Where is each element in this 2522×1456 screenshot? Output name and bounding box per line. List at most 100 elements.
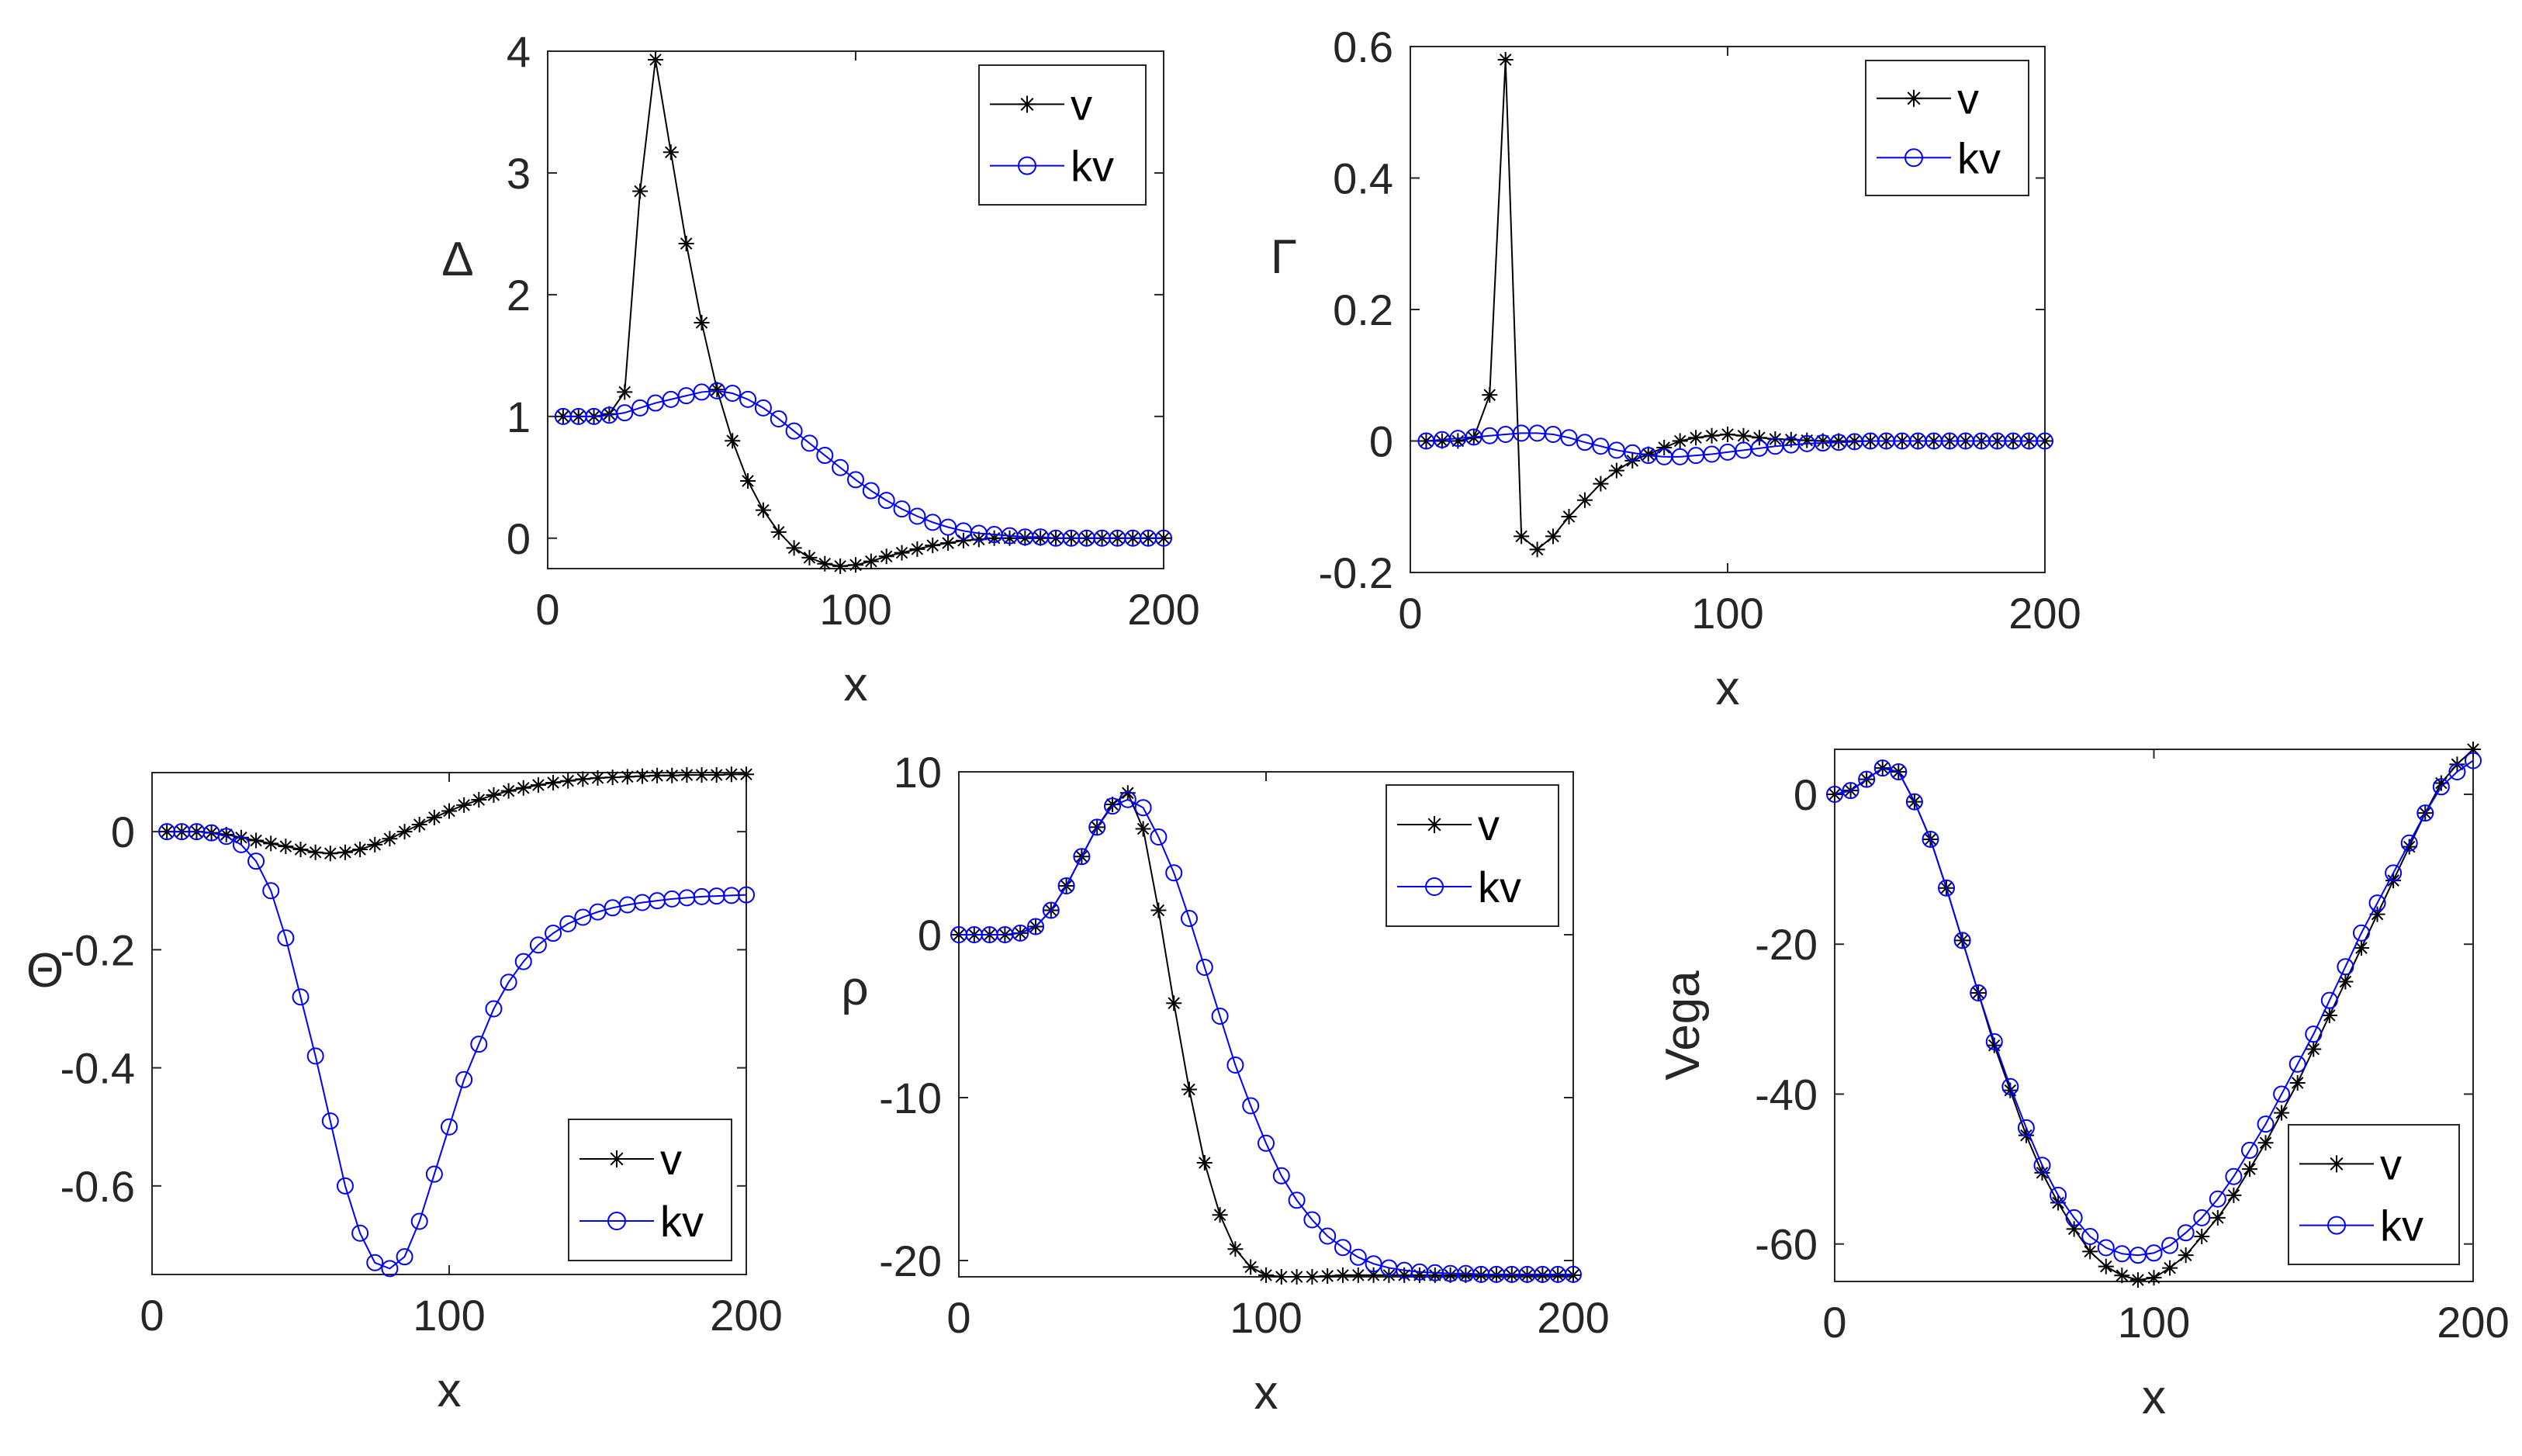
data-point-star xyxy=(647,51,663,67)
x-axis-label: x xyxy=(1254,1366,1278,1420)
data-point-circle xyxy=(2257,1115,2275,1133)
x-tick-label: 100 xyxy=(1691,589,1763,638)
x-axis-label: x xyxy=(1716,662,1740,715)
data-point-star xyxy=(2002,1082,2019,1098)
data-point-star xyxy=(2162,1260,2178,1276)
data-point-circle xyxy=(1938,879,1956,897)
subplot-theta: 0 100 200 -0.6 -0.4 -0.2 0 x Θv kv xyxy=(26,766,783,1417)
legend: v kv xyxy=(568,1119,732,1261)
data-point-star xyxy=(878,548,894,565)
x-tick-label: 0 xyxy=(140,1291,164,1340)
data-point-circle xyxy=(1826,785,1843,803)
data-point-circle xyxy=(2033,1157,2051,1174)
data-point-circle xyxy=(2368,894,2386,912)
data-point-star xyxy=(1135,821,1151,837)
data-point-circle xyxy=(292,988,310,1006)
data-point-star xyxy=(1273,1269,1289,1285)
x-tick-label: 0 xyxy=(1398,589,1422,638)
data-point-star xyxy=(1166,995,1182,1012)
data-point-circle xyxy=(366,1254,384,1271)
data-point-star xyxy=(1350,1267,1366,1283)
data-point-circle xyxy=(470,1036,488,1053)
data-point-circle xyxy=(2352,924,2370,942)
data-point-star xyxy=(848,557,863,573)
data-point-star xyxy=(632,183,649,199)
data-point-star xyxy=(2178,1247,2194,1264)
data-point-star xyxy=(2289,1074,2306,1091)
data-point-circle xyxy=(574,908,592,926)
data-point-star xyxy=(694,767,710,783)
data-point-circle xyxy=(1181,910,1198,927)
data-point-star xyxy=(1150,902,1167,918)
data-point-star xyxy=(2066,1221,2082,1237)
x-tick-label: 0 xyxy=(1822,1298,1846,1347)
data-point-circle xyxy=(1155,529,1172,547)
data-point-star xyxy=(1704,427,1720,444)
data-point-circle xyxy=(862,482,880,500)
data-point-star xyxy=(1442,1267,1458,1283)
data-point-circle xyxy=(816,447,834,465)
legend: v kv xyxy=(1865,60,2029,196)
data-point-circle xyxy=(217,828,235,846)
data-point-star xyxy=(1489,1267,1504,1283)
data-point-star xyxy=(1565,1267,1581,1283)
data-point-circle xyxy=(1319,1227,1337,1245)
data-point-circle xyxy=(2288,1055,2306,1073)
x-tick-label: 200 xyxy=(710,1291,782,1340)
y-axis-label: Θ xyxy=(26,944,64,998)
data-point-star xyxy=(2146,1270,2162,1286)
y-axis-label: Γ xyxy=(1271,230,1297,284)
data-point-star xyxy=(337,844,353,860)
data-point-star xyxy=(940,535,957,552)
data-point-star xyxy=(1561,508,1577,524)
data-point-star xyxy=(723,766,739,783)
data-point-star xyxy=(1519,1267,1535,1283)
data-point-circle xyxy=(785,422,803,440)
data-point-circle xyxy=(1985,1032,2003,1050)
data-point-star xyxy=(560,773,576,789)
data-point-circle xyxy=(396,1248,413,1266)
data-point-star xyxy=(2321,1008,2337,1023)
subplot-delta: 0 100 200 0 1 2 3 4 x Δv kv xyxy=(441,27,1199,711)
y-tick-label: -20 xyxy=(1755,920,1818,969)
data-point-star xyxy=(1593,476,1609,492)
data-point-star xyxy=(1427,1267,1443,1283)
data-point-circle xyxy=(770,410,787,427)
data-point-star xyxy=(278,839,294,855)
legend-marker-circle xyxy=(607,1212,626,1231)
data-point-circle xyxy=(832,458,849,476)
data-point-circle xyxy=(1258,1134,1275,1152)
data-point-star xyxy=(863,553,879,569)
data-point-circle xyxy=(2209,1190,2226,1208)
y-tick-label: -0.4 xyxy=(61,1044,136,1093)
x-tick-label: 100 xyxy=(2118,1298,2190,1347)
data-point-star xyxy=(590,770,606,786)
data-point-star xyxy=(263,835,279,852)
data-point-star xyxy=(575,771,591,787)
data-point-circle xyxy=(2097,1239,2115,1257)
data-point-circle xyxy=(1303,1211,1321,1229)
x-tick-label: 200 xyxy=(1537,1293,1609,1342)
data-point-circle xyxy=(2017,1119,2035,1136)
x-tick-label: 0 xyxy=(946,1293,970,1342)
data-point-star xyxy=(664,767,680,783)
data-point-circle xyxy=(877,492,895,510)
data-point-star xyxy=(486,787,502,803)
data-point-star xyxy=(352,841,368,857)
data-point-circle xyxy=(1042,901,1060,919)
data-point-circle xyxy=(2385,864,2403,882)
data-point-star xyxy=(649,767,666,783)
data-point-circle xyxy=(2036,432,2053,450)
data-point-star xyxy=(1608,462,1624,479)
data-point-star xyxy=(694,314,710,330)
data-point-star xyxy=(2209,1209,2226,1226)
data-point-star xyxy=(1212,1207,1228,1223)
data-point-circle xyxy=(2050,1186,2067,1204)
legend-box xyxy=(568,1119,732,1261)
legend-label-v: v xyxy=(1478,801,1500,849)
data-point-star xyxy=(307,844,323,860)
data-point-star xyxy=(515,780,531,796)
data-point-star xyxy=(530,776,546,793)
data-point-star xyxy=(663,144,679,161)
series-kv xyxy=(554,382,1172,547)
